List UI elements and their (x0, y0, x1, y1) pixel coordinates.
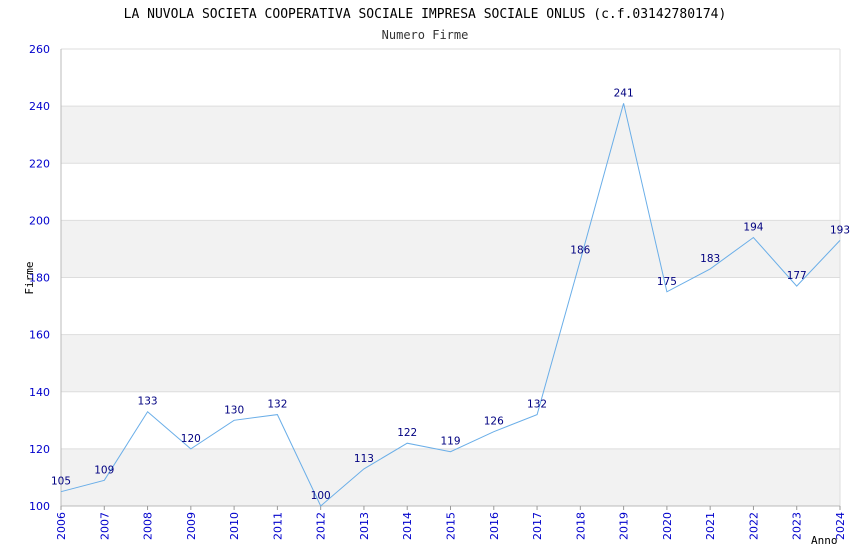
plot-band (61, 49, 840, 107)
x-axis-ticks: 2006 2007 2008 2009 2010 2011 2012 2013 2014 2015… (55, 506, 847, 540)
data-label: 105 (51, 476, 71, 488)
plot-band (61, 220, 840, 278)
y-axis-ticks: 100 120 140 160 180 200 220 240 260 (29, 43, 50, 513)
x-tick-label: 2011 (271, 512, 284, 540)
data-label: 113 (354, 453, 374, 465)
plot-band (61, 334, 840, 392)
x-tick-label: 2015 (445, 512, 458, 540)
chart-subtitle: Numero Firme (382, 28, 469, 42)
x-tick-label: 2023 (791, 512, 804, 540)
data-label: 194 (743, 222, 763, 234)
x-tick-label: 2021 (704, 512, 717, 540)
x-tick-label: 2018 (574, 512, 587, 540)
y-tick-label: 140 (29, 386, 50, 399)
data-label: 109 (94, 464, 114, 476)
data-label: 132 (527, 399, 547, 411)
x-axis-title: Anno (811, 534, 838, 547)
plot-band (61, 391, 840, 449)
data-label: 186 (570, 244, 590, 256)
data-label: 133 (138, 396, 158, 408)
plot-background-bands (61, 49, 840, 506)
y-tick-label: 160 (29, 329, 50, 342)
x-tick-label: 2024 (834, 512, 847, 540)
x-tick-label: 2014 (401, 512, 414, 540)
plot-band (61, 277, 840, 335)
x-tick-label: 2009 (185, 512, 198, 540)
data-labels: 105 109 133 120 130 132 100 113 122 119 126 132 186 2… (51, 87, 850, 502)
x-tick-label: 2017 (531, 512, 544, 540)
data-label: 241 (614, 87, 634, 99)
data-label: 177 (787, 270, 807, 282)
x-tick-label: 2007 (98, 512, 111, 540)
plot-band (61, 448, 840, 506)
y-tick-label: 260 (29, 43, 50, 56)
x-tick-label: 2010 (228, 512, 241, 540)
x-tick-label: 2020 (661, 512, 674, 540)
x-tick-label: 2013 (358, 512, 371, 540)
data-label: 120 (181, 433, 201, 445)
y-tick-label: 240 (29, 100, 50, 113)
data-label: 122 (397, 427, 417, 439)
data-label: 119 (440, 436, 460, 448)
y-tick-label: 200 (29, 214, 50, 227)
plot-band (61, 163, 840, 221)
y-tick-label: 120 (29, 443, 50, 456)
y-axis-title: Firme (23, 261, 36, 294)
x-tick-label: 2016 (488, 512, 501, 540)
y-tick-label: 180 (29, 272, 50, 285)
x-tick-label: 2019 (618, 512, 631, 540)
y-tick-label: 100 (29, 500, 50, 513)
x-tick-label: 2012 (315, 512, 328, 540)
series-line (60, 103, 841, 507)
x-tick-label: 2008 (142, 512, 155, 540)
data-label: 126 (484, 416, 504, 428)
data-label: 183 (700, 253, 720, 265)
x-tick-label: 2022 (747, 512, 760, 540)
data-label: 130 (224, 404, 244, 416)
x-tick-label: 2006 (55, 512, 68, 540)
data-label: 175 (657, 276, 677, 288)
data-label: 132 (267, 399, 287, 411)
chart-title: LA NUVOLA SOCIETA COOPERATIVA SOCIALE IM… (124, 7, 727, 22)
y-tick-label: 220 (29, 157, 50, 170)
data-label: 100 (311, 490, 331, 502)
data-label: 193 (830, 224, 850, 236)
plot-band (61, 106, 840, 164)
